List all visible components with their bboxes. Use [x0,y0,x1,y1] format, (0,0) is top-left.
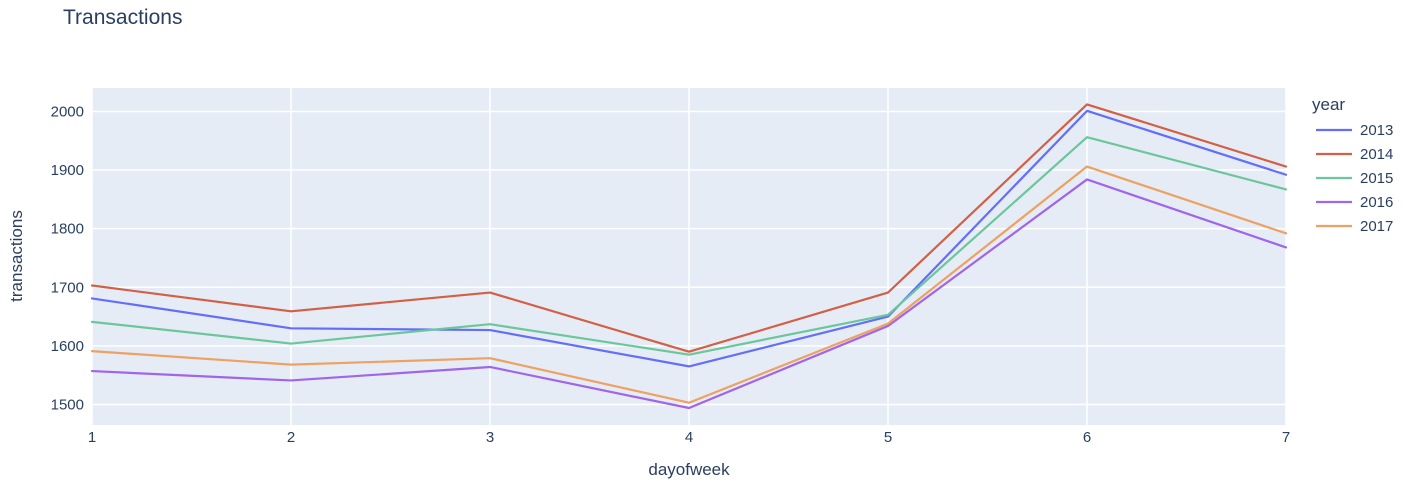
x-tick-label: 5 [884,429,892,446]
chart-title: Transactions [63,6,182,29]
x-tick-label: 2 [287,429,295,446]
y-tick-label: 1600 [51,338,84,355]
y-tick-label: 1900 [51,162,84,179]
y-axis-title: transactions [7,210,26,302]
x-axis-ticks: 1 2 3 4 5 6 7 [88,429,1290,446]
x-tick-label: 6 [1083,429,1091,446]
x-tick-label: 7 [1282,429,1290,446]
x-tick-label: 4 [685,429,693,446]
legend: year 2013 2014 2015 2016 2017 [1312,95,1393,235]
legend-item-2014[interactable]: 2014 [1316,146,1393,163]
x-tick-label: 3 [486,429,494,446]
y-tick-label: 1500 [51,396,84,413]
legend-item-2015[interactable]: 2015 [1316,170,1393,187]
y-tick-label: 2000 [51,103,84,120]
series-line-2014 [90,103,1288,353]
legend-item-2016[interactable]: 2016 [1316,194,1393,211]
legend-item-2017[interactable]: 2017 [1316,218,1393,235]
x-tick-label: 1 [88,429,96,446]
y-tick-label: 1700 [51,279,84,296]
legend-label: 2013 [1360,122,1393,139]
legend-item-2013[interactable]: 2013 [1316,122,1393,139]
series-lines [90,103,1288,410]
y-tick-label: 1800 [51,221,84,238]
legend-label: 2014 [1360,146,1393,163]
legend-label: 2017 [1360,218,1393,235]
x-axis-title: dayofweek [648,460,730,479]
legend-title: year [1312,95,1345,114]
series-line-2017 [90,165,1288,404]
legend-label: 2016 [1360,194,1393,211]
series-line-2015 [90,136,1288,356]
series-line-2013 [90,109,1288,368]
series-line-2016 [90,178,1288,410]
y-axis-ticks: 1500 1600 1700 1800 1900 2000 [51,103,84,413]
grid-lines [91,88,1287,425]
legend-label: 2015 [1360,170,1393,187]
